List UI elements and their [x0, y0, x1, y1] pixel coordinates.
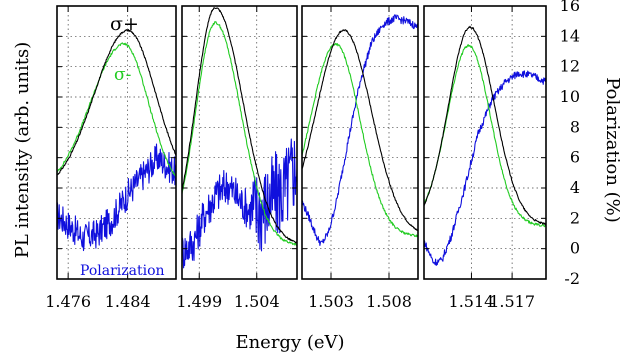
y-right-tick-label: 2	[570, 208, 580, 227]
panel-frame	[181, 5, 298, 280]
series-sigma-plus-line	[301, 29, 419, 232]
polarization-axis: 16 14 12 10 8 6 4 2 0 -2	[560, 0, 580, 288]
series-sigma-minus-line	[56, 42, 177, 179]
y-axis-label-left: PL intensity (arb. units)	[12, 42, 33, 259]
y-right-tick-label: 0	[570, 239, 580, 258]
panel-frame	[301, 5, 419, 280]
y-right-tick-label: 10	[560, 87, 580, 106]
panel-frame	[56, 5, 177, 280]
y-right-tick-label: 4	[570, 178, 580, 197]
series-polarization-line	[423, 70, 547, 267]
x-axis-label: Energy (eV)	[235, 332, 344, 353]
y-right-tick-label: 16	[560, 0, 580, 15]
x-tick-label: 1.503	[308, 292, 354, 311]
x-tick-label: 1.508	[366, 292, 412, 311]
x-tick-label: 1.517	[489, 292, 535, 311]
series-polarization-line	[181, 138, 298, 269]
y-right-tick-label: 8	[570, 117, 580, 136]
x-tick-label: 1.484	[105, 292, 151, 311]
x-tick-label: 1.504	[234, 292, 280, 311]
series-sigma-plus-line	[56, 29, 177, 176]
y-axis-label-right: Polarization (%)	[602, 77, 620, 223]
panel-3: 1.503 1.508	[301, 5, 419, 311]
sigma-plus-label: σ+	[110, 13, 139, 35]
x-tick-label: 1.499	[176, 292, 222, 311]
y-right-tick-label: 6	[570, 148, 580, 167]
panel-1: 1.476 1.484	[45, 5, 177, 311]
x-tick-label: 1.514	[449, 292, 495, 311]
y-right-tick-label: -2	[564, 269, 580, 288]
y-right-tick-label: 14	[560, 26, 580, 45]
x-tick-label: 1.476	[45, 292, 91, 311]
panel-frame	[423, 5, 547, 280]
y-right-tick-label: 12	[560, 57, 580, 76]
series-polarization-line	[301, 14, 419, 246]
panel-2: 1.499 1.504	[176, 5, 298, 311]
series-sigma-plus-line	[423, 25, 547, 226]
series-sigma-minus-line	[301, 42, 419, 238]
series-polarization-line	[56, 143, 177, 252]
sigma-minus-label: σ-	[114, 65, 131, 85]
series-sigma-plus-line	[181, 7, 298, 244]
series-sigma-minus-line	[181, 21, 298, 246]
polarization-legend-label: Polarization	[80, 263, 165, 279]
